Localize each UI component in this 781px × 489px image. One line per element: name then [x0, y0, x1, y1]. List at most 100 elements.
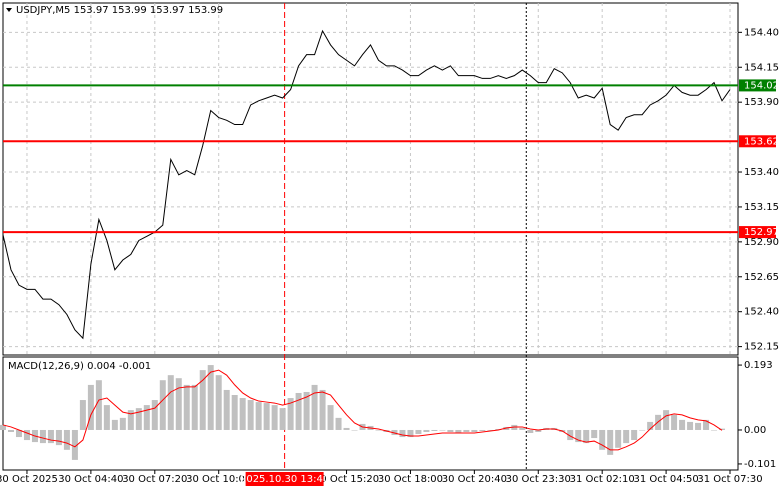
macd-bar	[167, 375, 174, 430]
macd-bar	[719, 428, 726, 430]
y-tick-label: 0.00	[744, 425, 766, 436]
macd-bar	[431, 429, 438, 431]
macd-bar	[623, 429, 630, 444]
macd-bar	[687, 421, 694, 430]
x-tick-label: 31 Oct 02:10	[570, 474, 635, 485]
macd-bar	[463, 429, 470, 432]
price-panel-frame	[2, 2, 739, 356]
macd-bar	[599, 429, 606, 450]
macd-bar	[279, 408, 286, 430]
y-tick-label: 153.40	[744, 167, 779, 178]
macd-bar	[143, 405, 150, 430]
menu-arrow[interactable]	[6, 8, 12, 12]
macd-bar	[455, 429, 462, 434]
macd-bar	[183, 384, 190, 430]
y-tick-label: 152.65	[744, 272, 779, 283]
macd-bar	[511, 424, 518, 430]
level-label-bg	[739, 226, 776, 239]
macd-bar	[191, 384, 198, 430]
y-tick-label: 153.90	[744, 97, 779, 108]
macd-bar	[303, 391, 310, 430]
cursor-label-bg	[245, 472, 324, 486]
macd-bar	[567, 429, 574, 441]
macd-bar	[631, 429, 638, 441]
macd-bar	[671, 414, 678, 430]
x-tick-label: 30 Oct 20:40	[442, 474, 507, 485]
macd-bar	[23, 429, 30, 441]
x-tick-label: 31 Oct 07:30	[697, 474, 762, 485]
macd-panel-frame	[2, 356, 739, 471]
macd-bar	[423, 429, 430, 432]
level-label-bg	[739, 135, 776, 148]
x-tick-label: 30 Oct 10:00	[186, 474, 251, 485]
macd-bar	[311, 384, 318, 430]
macd-bar	[215, 375, 222, 430]
macd-bar	[271, 405, 278, 430]
y-tick-label: 0.193	[744, 360, 773, 371]
macd-bar	[319, 389, 326, 430]
macd-bar	[207, 365, 214, 430]
macd-bar	[663, 410, 670, 430]
macd-bar	[519, 427, 526, 430]
macd-bar	[711, 429, 718, 431]
macd-bar	[487, 429, 494, 431]
x-tick-label: 30 Oct 23:30	[506, 474, 571, 485]
macd-bar	[439, 429, 446, 431]
y-tick-label: 152.40	[744, 307, 779, 318]
macd-bar	[639, 429, 646, 431]
macd-bar	[47, 429, 54, 444]
macd-bar	[199, 370, 206, 430]
macd-bar	[287, 398, 294, 430]
macd-bar	[615, 429, 622, 448]
chart-title: USDJPY,M5 153.97 153.99 153.97 153.99	[16, 5, 223, 16]
macd-bar	[55, 429, 62, 446]
x-tick-label: 30 Oct 18:00	[378, 474, 443, 485]
macd-bar	[71, 429, 78, 460]
macd-bar	[39, 429, 46, 444]
macd-bar	[479, 429, 486, 431]
macd-bar	[135, 408, 142, 430]
y-tick-label: 153.15	[744, 202, 779, 213]
level-label-bg	[739, 79, 776, 92]
x-tick-label: 30 Oct 15:20	[314, 474, 379, 485]
macd-bar	[471, 429, 478, 432]
macd-bar	[0, 424, 6, 430]
macd-bar	[15, 429, 22, 438]
macd-bar	[247, 400, 254, 430]
level-label: 152.97	[744, 227, 779, 238]
macd-bar	[79, 400, 86, 430]
macd-bar	[223, 389, 230, 430]
y-tick-label: -0.101	[744, 459, 776, 470]
macd-bar	[407, 429, 414, 438]
macd-bar	[159, 380, 166, 430]
macd-bar	[231, 395, 238, 430]
macd-bar	[695, 422, 702, 430]
macd-bar	[239, 398, 246, 430]
macd-bar	[535, 429, 542, 432]
macd-bar	[263, 403, 270, 430]
level-label: 153.62	[744, 136, 779, 147]
y-tick-label: 152.90	[744, 237, 779, 248]
macd-bar	[351, 429, 358, 431]
macd-bar	[343, 427, 350, 430]
x-tick-label: 31 Oct 04:50	[633, 474, 698, 485]
macd-bar	[399, 429, 406, 438]
macd-bar	[111, 419, 118, 430]
macd-bar	[375, 429, 382, 431]
macd-bar	[703, 419, 710, 430]
x-tick-label: 30 Oct 2025	[0, 474, 58, 485]
macd-bar	[255, 402, 262, 430]
macd-bar	[647, 421, 654, 430]
macd-bar	[607, 429, 614, 455]
x-tick-label: 30 Oct 04:40	[58, 474, 123, 485]
macd-title: MACD(12,26,9) 0.004 -0.001	[8, 361, 151, 372]
macd-bar	[679, 419, 686, 430]
level-label: 154.02	[744, 80, 779, 91]
macd-bar	[335, 417, 342, 430]
macd-bar	[447, 429, 454, 432]
macd-bar	[119, 417, 126, 430]
signal-line	[2, 369, 723, 451]
macd-bar	[415, 429, 422, 435]
cursor-label: 2025.10.30 13:40	[240, 474, 329, 485]
